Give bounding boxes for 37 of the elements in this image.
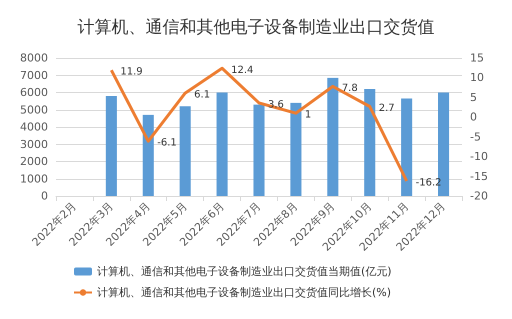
bar bbox=[216, 92, 228, 196]
y-tick-label: 8000 bbox=[20, 52, 48, 64]
data-label: 6.1 bbox=[194, 90, 210, 101]
data-label: 7.8 bbox=[342, 82, 358, 94]
y2-tick-label: 5 bbox=[470, 90, 477, 104]
y-tick-label: 7000 bbox=[20, 68, 48, 82]
y-tick-label: 5000 bbox=[20, 103, 48, 116]
chart-title: 计算机、通信和其他电子设备制造业出口交货值 bbox=[78, 18, 434, 38]
legend-label: 计算机、通信和其他电子设备制造业出口交货值当期值(亿元) bbox=[97, 265, 392, 278]
y2-tick-label: 0 bbox=[470, 110, 477, 124]
y-tick-label: 2000 bbox=[20, 155, 48, 168]
y-tick-label: 0 bbox=[41, 190, 48, 202]
data-label: -6.1 bbox=[157, 138, 177, 149]
bar bbox=[290, 102, 302, 196]
y2-tick-label: -10 bbox=[470, 150, 488, 164]
bar bbox=[401, 98, 412, 196]
y-tick-label: 1000 bbox=[20, 172, 48, 186]
y-tick-label: 4000 bbox=[20, 120, 48, 134]
data-label: 1 bbox=[304, 110, 312, 121]
bar bbox=[364, 89, 376, 196]
bar bbox=[106, 96, 117, 196]
legend-label: 计算机、通信和其他电子设备制造业出口交货值同比增长(%) bbox=[97, 286, 392, 299]
line-series bbox=[110, 66, 408, 183]
y-tick-label: 3000 bbox=[20, 138, 48, 151]
y2-tick-label: -5 bbox=[470, 130, 481, 144]
y2-tick-label: 10 bbox=[470, 71, 484, 84]
y2-tick-label: 15 bbox=[470, 52, 484, 64]
bar bbox=[180, 106, 191, 196]
y2-tick-label: -20 bbox=[470, 190, 488, 202]
bar bbox=[142, 114, 154, 196]
y-tick-label: 6000 bbox=[20, 86, 48, 99]
data-label: 2.7 bbox=[378, 102, 395, 114]
bar bbox=[327, 78, 338, 196]
data-label: 12.4 bbox=[231, 64, 254, 76]
data-label: 11.9 bbox=[120, 66, 143, 78]
y2-tick-label: -15 bbox=[470, 170, 488, 183]
bar bbox=[253, 104, 265, 196]
